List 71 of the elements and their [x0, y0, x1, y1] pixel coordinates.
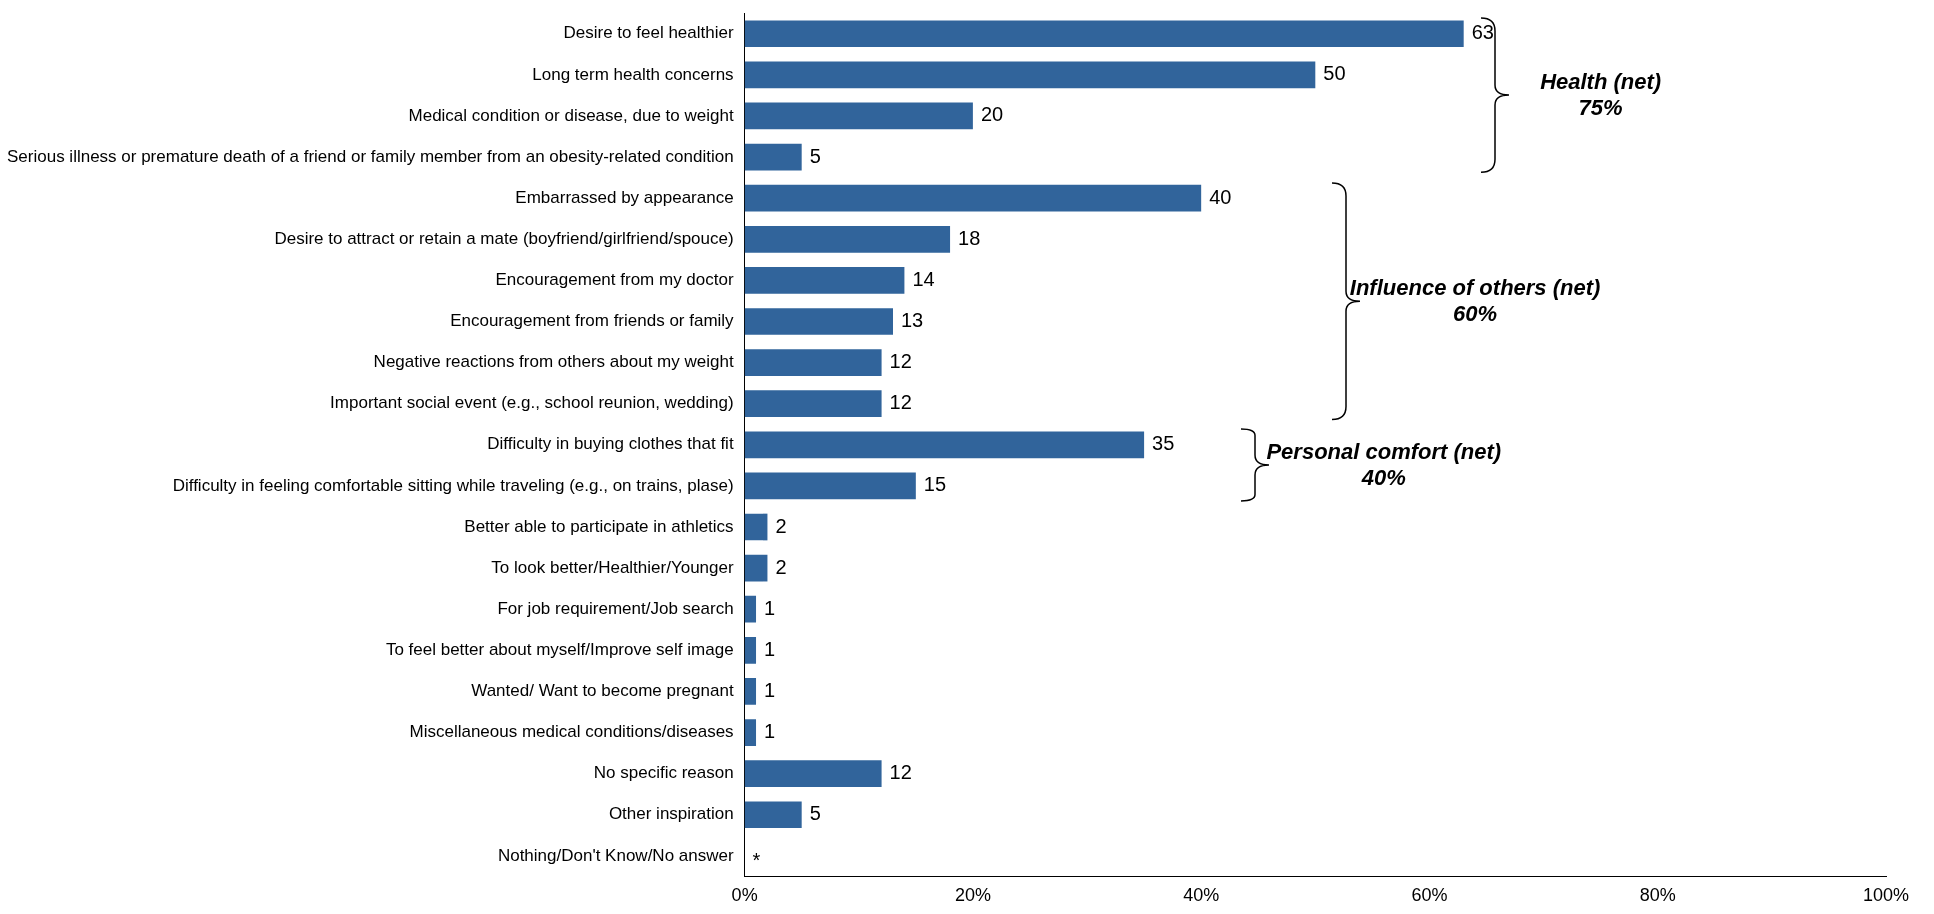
y-tick-label: Desire to feel healthier	[563, 23, 734, 43]
x-tick-label: 100%	[1862, 885, 1910, 906]
bar	[744, 349, 882, 376]
y-tick-label: Medical condition or disease, due to weight	[408, 105, 734, 125]
y-tick-label: Desire to attract or retain a mate (boyfriend/girlfriend/spouce)	[274, 228, 734, 248]
y-tick-label: For job requirement/Job search	[497, 598, 734, 618]
bar	[744, 760, 882, 787]
data-label: 63	[1471, 21, 1494, 44]
y-tick-label: Nothing/Don't Know/No answer	[497, 845, 734, 865]
x-tick-label: 40%	[1183, 885, 1220, 906]
bar	[744, 390, 882, 418]
bar	[744, 143, 802, 171]
bar	[744, 184, 1202, 212]
x-tick-label: 60%	[1411, 885, 1448, 906]
y-tick-label: Embarrassed by appearance	[515, 187, 734, 207]
data-label: 13	[901, 309, 924, 331]
y-tick-label: To look better/Healthier/Younger	[491, 557, 734, 577]
bar	[744, 267, 905, 294]
y-tick-label: Difficulty in buying clothes that fit	[487, 434, 734, 454]
y-tick-label: Miscellaneous medical conditions/diseases	[409, 722, 734, 742]
data-label: 5	[809, 802, 821, 825]
bar	[744, 431, 1145, 459]
data-label: 1	[764, 720, 776, 743]
bar	[744, 20, 1464, 48]
bar	[744, 678, 757, 705]
bar	[744, 595, 757, 623]
annotation: Health (net) 75%	[1540, 69, 1662, 122]
annotation: Influence of others (net) 60%	[1349, 274, 1601, 327]
y-tick-label: Negative reactions from others about my weight	[373, 352, 734, 372]
y-tick-label: Wanted/ Want to become pregnant	[471, 681, 734, 701]
bar	[744, 61, 1316, 89]
y-tick-label: Better able to participate in athletics	[464, 516, 734, 536]
data-label: 12	[889, 761, 912, 784]
data-label: 35	[1152, 432, 1175, 455]
y-tick-label: Long term health concerns	[532, 64, 734, 84]
data-label: 2	[775, 514, 787, 537]
data-label: *	[752, 849, 761, 872]
data-label: 40	[1209, 185, 1232, 208]
data-label: 50	[1323, 62, 1346, 85]
y-tick-label: No specific reason	[593, 763, 734, 783]
x-tick-label: 80%	[1639, 885, 1676, 906]
bar	[744, 801, 802, 829]
y-tick-label: Important social event (e.g., school reunion, wedding)	[330, 393, 734, 413]
data-label: 5	[809, 144, 821, 167]
data-label: 14	[912, 267, 935, 290]
bar	[744, 513, 768, 541]
y-tick-label: Other inspiration	[608, 804, 734, 824]
data-label: 1	[764, 678, 776, 701]
y-tick-label: Difficulty in feeling comfortable sitting while traveling (e.g., on trains, plase)	[172, 475, 734, 495]
bar	[744, 308, 893, 335]
data-label: 12	[889, 391, 912, 414]
data-label: 1	[764, 596, 776, 619]
annotation: Personal comfort (net) 40%	[1266, 439, 1502, 492]
y-tick-label: Serious illness or premature death of a friend or family member from an obesity-related condition	[6, 146, 734, 166]
data-label: 1	[764, 637, 776, 660]
y-tick-label: To feel better about myself/Improve self image	[385, 640, 734, 660]
y-tick-label: Encouragement from friends or family	[450, 311, 735, 331]
bar	[744, 102, 973, 130]
data-label: 20	[980, 103, 1004, 126]
bar	[744, 472, 916, 500]
data-label: 12	[889, 350, 912, 373]
data-label: 18	[958, 226, 981, 249]
bar	[744, 225, 951, 253]
bar	[744, 636, 757, 664]
data-label: 2	[775, 555, 787, 578]
x-tick-label: 0%	[731, 885, 758, 906]
bar	[744, 719, 757, 746]
x-tick-label: 20%	[954, 885, 991, 906]
bar	[744, 554, 768, 582]
data-label: 15	[923, 473, 947, 496]
y-tick-label: Encouragement from my doctor	[495, 270, 734, 290]
